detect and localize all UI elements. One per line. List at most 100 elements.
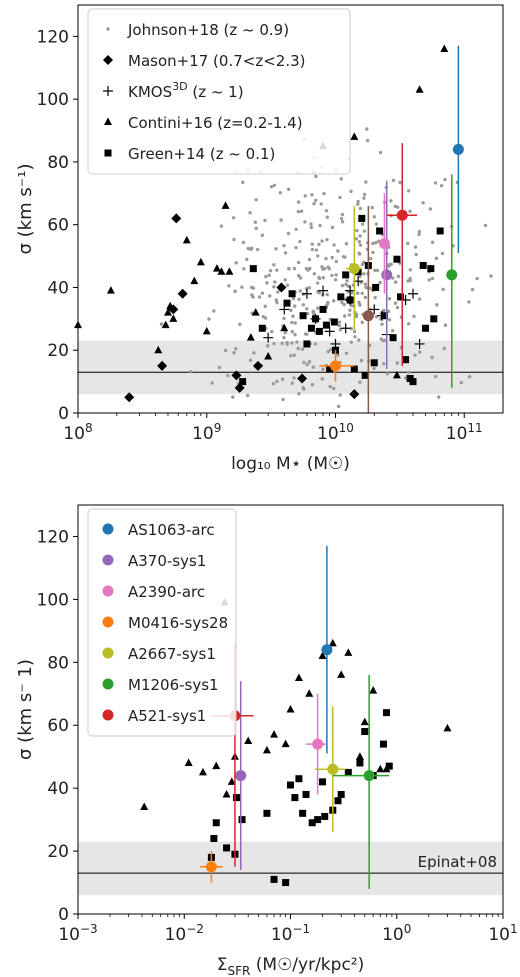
triangle-point bbox=[251, 308, 260, 316]
highlight-point bbox=[327, 763, 339, 775]
johnson-dot bbox=[355, 291, 360, 295]
square-point bbox=[288, 290, 296, 298]
y-tick-label: 80 bbox=[47, 653, 69, 673]
johnson-dot bbox=[344, 351, 349, 355]
johnson-dot bbox=[289, 308, 293, 313]
triangle-point bbox=[262, 745, 271, 754]
johnson-dot bbox=[290, 381, 294, 385]
triangle-point bbox=[198, 767, 207, 776]
johnson-dot bbox=[334, 259, 339, 264]
johnson-dot bbox=[272, 341, 276, 346]
johnson-dot bbox=[324, 209, 329, 213]
triangle-point bbox=[344, 648, 353, 656]
square-point bbox=[380, 312, 388, 320]
johnson-dot bbox=[313, 342, 318, 346]
square-point bbox=[330, 318, 338, 326]
johnson-dot bbox=[345, 279, 349, 283]
johnson-dot bbox=[223, 348, 228, 353]
johnson-dot bbox=[390, 276, 395, 280]
johnson-dot bbox=[357, 240, 362, 244]
johnson-dot bbox=[264, 274, 268, 279]
johnson-dot bbox=[395, 305, 400, 310]
johnson-dot bbox=[293, 333, 297, 337]
johnson-dot bbox=[365, 127, 369, 131]
plus-point bbox=[318, 285, 329, 296]
johnson-dot bbox=[212, 309, 216, 313]
x-tick-exponent: −1 bbox=[292, 922, 310, 936]
johnson-dot bbox=[273, 280, 277, 284]
legend-marker bbox=[102, 523, 114, 535]
johnson-dot bbox=[321, 367, 325, 371]
johnson-dot bbox=[354, 237, 358, 241]
johnson-dot bbox=[356, 202, 360, 206]
johnson-dot bbox=[417, 232, 421, 237]
diamond-point bbox=[171, 213, 182, 224]
square-point bbox=[427, 265, 435, 273]
johnson-dot bbox=[242, 267, 246, 271]
johnson-dot bbox=[357, 300, 361, 305]
johnson-dot bbox=[311, 310, 315, 314]
johnson-dot bbox=[269, 185, 274, 189]
square-point bbox=[303, 340, 311, 348]
square-point bbox=[358, 214, 366, 222]
johnson-dot bbox=[337, 323, 342, 328]
square-point bbox=[210, 834, 218, 842]
johnson-dot bbox=[406, 241, 410, 246]
johnson-dot bbox=[307, 257, 312, 262]
johnson-dot bbox=[340, 212, 345, 217]
johnson-dot bbox=[381, 339, 385, 343]
johnson-dot bbox=[437, 395, 441, 399]
johnson-dot bbox=[370, 205, 374, 210]
johnson-dot bbox=[298, 276, 303, 280]
johnson-dot bbox=[336, 404, 341, 409]
johnson-dot bbox=[286, 187, 291, 192]
johnson-dot bbox=[395, 361, 399, 365]
johnson-dot bbox=[333, 278, 338, 282]
johnson-dot bbox=[358, 380, 362, 384]
johnson-dot bbox=[330, 225, 335, 230]
johnson-dot bbox=[413, 245, 418, 249]
plus-point bbox=[408, 288, 419, 299]
johnson-dot bbox=[371, 241, 375, 246]
x-tick-exponent: 0 bbox=[404, 922, 412, 936]
johnson-dot bbox=[382, 308, 386, 313]
highlight-point bbox=[312, 738, 324, 750]
plot-marks bbox=[74, 44, 493, 413]
square-point bbox=[239, 378, 247, 386]
legend-marker bbox=[102, 709, 114, 721]
johnson-dot bbox=[338, 328, 342, 332]
johnson-dot bbox=[336, 353, 340, 357]
x-axis-label: log₁₀ M⋆ (M☉) bbox=[231, 454, 350, 474]
legend-marker bbox=[104, 149, 112, 157]
johnson-dot bbox=[443, 323, 448, 327]
johnson-dot bbox=[343, 255, 347, 259]
johnson-dot bbox=[418, 350, 422, 354]
y-tick-label: 40 bbox=[47, 278, 69, 298]
legend-label-tail: (z ~ 1) bbox=[188, 83, 244, 101]
johnson-dot bbox=[338, 195, 342, 200]
x-tick-exponent: −3 bbox=[80, 922, 98, 936]
johnson-dot bbox=[278, 191, 283, 195]
johnson-dot bbox=[268, 268, 273, 273]
johnson-dot bbox=[240, 285, 244, 289]
highlight-point bbox=[205, 861, 217, 873]
legend-label: M1206-sys1 bbox=[128, 676, 219, 694]
johnson-dot bbox=[344, 242, 349, 246]
johnson-dot bbox=[254, 226, 258, 231]
triangle-point bbox=[392, 370, 401, 379]
johnson-dot bbox=[362, 229, 367, 233]
johnson-dot bbox=[282, 243, 286, 248]
y-axis-label: σ (km s⁻ 1) bbox=[15, 659, 36, 760]
y-tick-label: 60 bbox=[47, 216, 69, 236]
johnson-dot bbox=[329, 347, 333, 352]
johnson-dot bbox=[387, 297, 392, 301]
johnson-dot bbox=[309, 225, 314, 230]
triangle-point bbox=[440, 44, 449, 52]
johnson-dot bbox=[428, 207, 433, 211]
x-tick-label: 10−2 bbox=[165, 922, 204, 945]
x-tick-label: 108 bbox=[63, 421, 92, 444]
johnson-dot bbox=[421, 201, 425, 205]
johnson-dot bbox=[330, 255, 334, 260]
